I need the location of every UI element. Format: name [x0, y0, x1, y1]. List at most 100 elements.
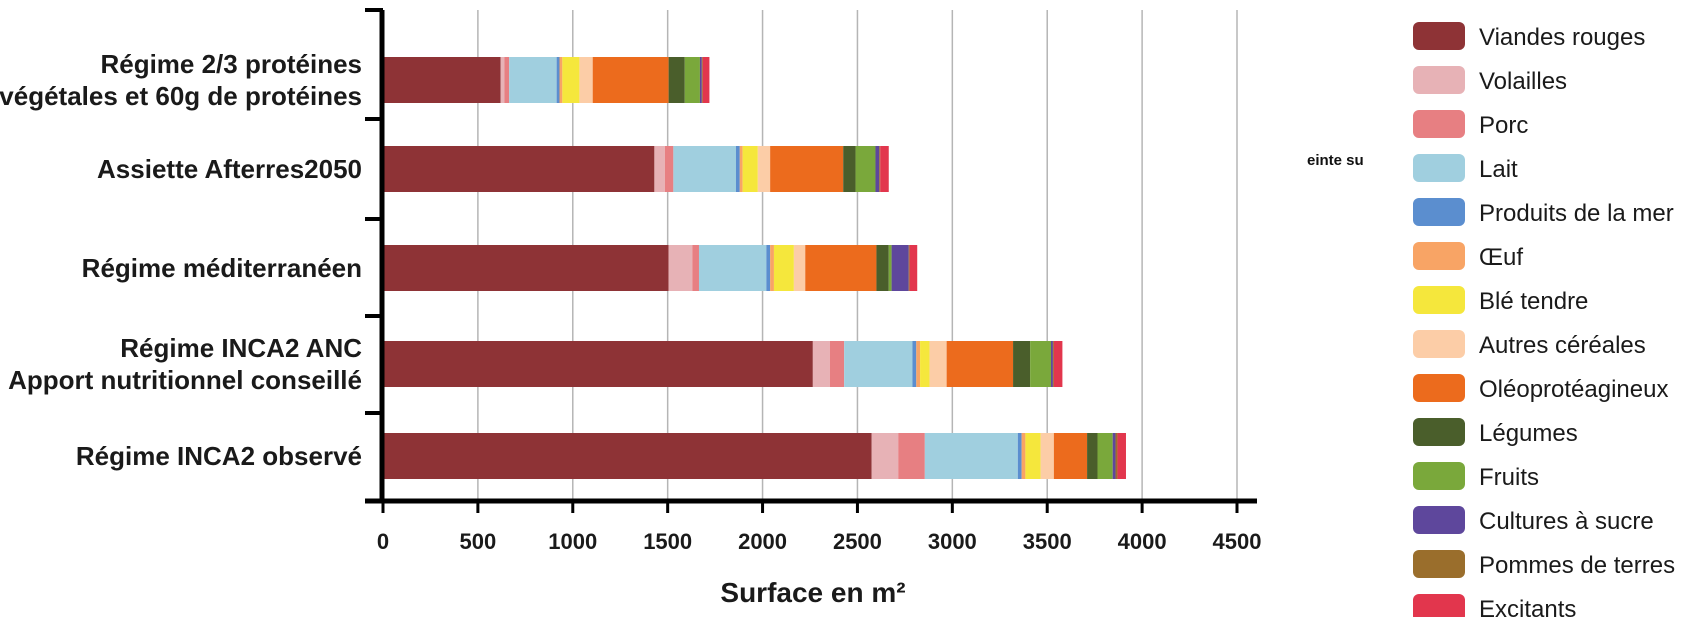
x-axis-title: Surface en m²: [720, 577, 905, 608]
bar-segment: [920, 341, 930, 387]
bar-segment: [1040, 433, 1054, 479]
bar-segment: [562, 57, 580, 103]
bar-segment: [1053, 433, 1088, 479]
legend-label: Viandes rouges: [1479, 24, 1645, 51]
bar-segment: [1053, 341, 1063, 387]
bar-segment: [757, 146, 771, 192]
legend-label: Autres céréales: [1479, 332, 1646, 359]
bar-segment: [559, 57, 563, 103]
bar-segment: [383, 245, 669, 291]
legend-swatch: [1413, 330, 1465, 358]
legend-label: Volailles: [1479, 68, 1567, 95]
bar-segment: [793, 245, 806, 291]
bar-segment: [1021, 433, 1026, 479]
legend-label: Excitants: [1479, 596, 1576, 617]
bar-segment: [773, 245, 794, 291]
category-label: Régime INCA2 ANC Apport nutritionnel cons…: [8, 333, 362, 395]
bar-segment: [766, 245, 771, 291]
bar-segment: [888, 245, 892, 291]
bar-segment: [1052, 341, 1054, 387]
legend-label: Fruits: [1479, 464, 1539, 491]
bar-segment: [668, 245, 693, 291]
bar-segment: [698, 245, 767, 291]
legend-swatch: [1413, 110, 1465, 138]
bar-segment: [500, 57, 505, 103]
legend-label: Produits de la mer: [1479, 200, 1674, 227]
legend-label: Œuf: [1479, 244, 1523, 271]
stray-text-fragment: einte su: [1307, 152, 1364, 169]
bar-segment: [735, 146, 740, 192]
bar-segment: [844, 341, 913, 387]
legend-swatch: [1413, 198, 1465, 226]
bar-segment: [891, 245, 909, 291]
x-tick-label: 1500: [643, 529, 692, 554]
axes: [365, 8, 1257, 513]
bar-segment: [684, 57, 700, 103]
category-labels: Régime 2/3 protéines végétales et 60g de …: [0, 49, 362, 471]
legend-swatch: [1413, 418, 1465, 446]
bar-segment: [898, 433, 925, 479]
bar-segment: [908, 245, 910, 291]
bar-segment: [668, 57, 685, 103]
legend-label: Cultures à sucre: [1479, 508, 1654, 535]
bar-segment: [876, 245, 889, 291]
legend-swatch: [1413, 154, 1465, 182]
bar-segment: [739, 146, 743, 192]
legend-swatch: [1413, 374, 1465, 402]
bar-segment: [699, 57, 702, 103]
legend-label: Légumes: [1479, 420, 1578, 447]
bar-segment: [916, 341, 921, 387]
bar-segment: [383, 341, 813, 387]
bar-segment: [383, 433, 872, 479]
legend-swatch: [1413, 22, 1465, 50]
bar-segment: [909, 245, 918, 291]
category-label: Assiette Afterres2050: [97, 154, 362, 184]
bar-segment: [875, 146, 880, 192]
bar-segment: [880, 146, 889, 192]
bar-segment: [770, 146, 844, 192]
bar-segment: [504, 57, 510, 103]
bar-segment: [929, 341, 947, 387]
bar-segment: [692, 245, 699, 291]
bar-segment: [1017, 433, 1022, 479]
category-label: Régime INCA2 observé: [76, 441, 362, 471]
bar-segment: [1112, 433, 1116, 479]
bar-segment: [829, 341, 845, 387]
bar-segment: [579, 57, 593, 103]
legend: Viandes rouges Volailles Porc Lait Produits …: [1413, 22, 1675, 617]
bar-segment: [383, 146, 655, 192]
x-tick-label: 4000: [1118, 529, 1167, 554]
legend-swatch: [1413, 242, 1465, 270]
bar-segment: [1087, 433, 1098, 479]
legend-label: Pommes de terres: [1479, 552, 1675, 579]
bar-segment: [509, 57, 557, 103]
x-tick-label: 3500: [1023, 529, 1072, 554]
bar-segment: [843, 146, 856, 192]
legend-swatch: [1413, 506, 1465, 534]
bar-segment: [924, 433, 1018, 479]
x-tick-label: 4500: [1213, 529, 1262, 554]
bar-segment: [871, 433, 899, 479]
legend-swatch: [1413, 66, 1465, 94]
legend-swatch: [1413, 594, 1465, 617]
bar-segment: [1097, 433, 1113, 479]
bar-segment: [592, 57, 669, 103]
x-tick-label: 2500: [833, 529, 882, 554]
bar-segment: [879, 146, 881, 192]
bar-segment: [673, 146, 736, 192]
legend-label: Porc: [1479, 112, 1528, 139]
bar-segment: [702, 57, 710, 103]
legend-label: Lait: [1479, 156, 1518, 183]
bar-segment: [1051, 341, 1053, 387]
bar-segment: [805, 245, 877, 291]
bar-segment: [946, 341, 1014, 387]
legend-swatch: [1413, 462, 1465, 490]
bar-segment: [1030, 341, 1052, 387]
x-tick-label: 3000: [928, 529, 977, 554]
category-label: Régime 2/3 protéines végétales et 60g de …: [0, 49, 362, 111]
bar-segment: [556, 57, 560, 103]
category-label: Régime méditerranéen: [82, 253, 362, 283]
x-tick-label: 1000: [548, 529, 597, 554]
bar-segment: [855, 146, 876, 192]
